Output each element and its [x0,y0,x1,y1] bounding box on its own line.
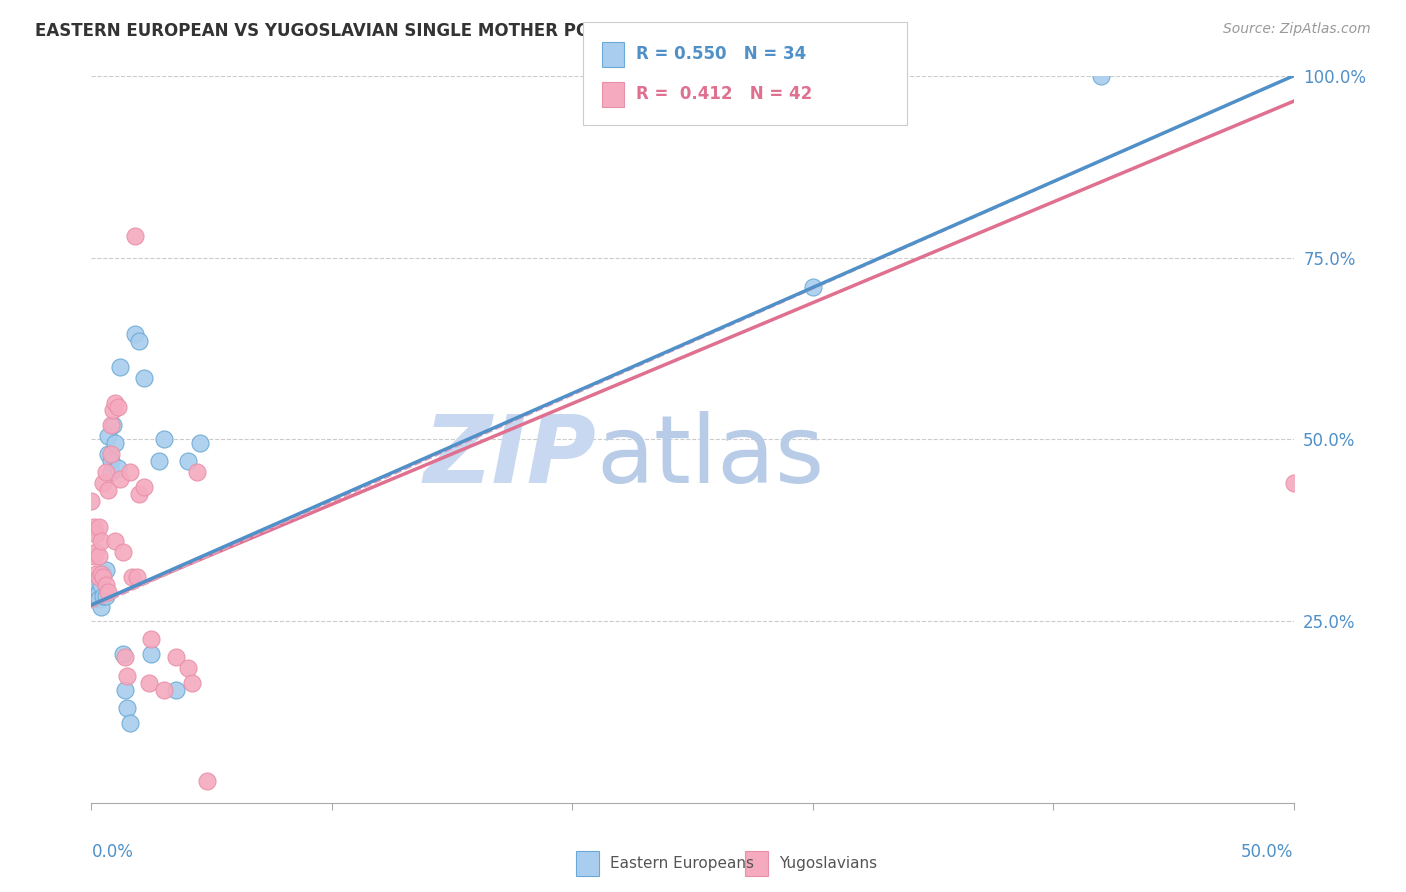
Point [181,676,204,690]
Point [97,483,120,498]
Point [141,647,163,661]
Point [87,585,110,599]
Point [117,668,139,682]
Point [97,447,120,461]
Point [125,570,148,584]
Point [100,417,122,432]
Point [128,334,150,348]
Point [186,465,208,479]
Point [94,589,117,603]
Point [100,447,122,461]
Point [94,465,117,479]
Point [87,570,110,584]
Point [111,647,134,661]
Point [176,454,198,468]
Point [111,545,134,559]
Point [124,326,146,341]
Point [84,526,107,541]
Point [90,566,112,581]
Point [165,650,187,665]
Point [90,599,112,614]
Point [97,585,120,599]
Text: Source: ZipAtlas.com: Source: ZipAtlas.com [1223,22,1371,37]
Point [110,359,132,374]
Point [104,534,127,549]
Point [801,279,824,293]
Point [93,475,115,490]
Text: R =  0.412   N = 42: R = 0.412 N = 42 [636,85,811,103]
Point [101,417,124,432]
Text: Eastern Europeans: Eastern Europeans [610,856,754,871]
Point [101,403,124,417]
Point [94,578,117,592]
Point [138,676,160,690]
Point [104,436,127,450]
Point [114,650,136,665]
Point [87,549,110,563]
Point [93,570,115,584]
Text: atlas: atlas [596,411,824,503]
Point [110,472,132,486]
Point [117,701,139,715]
Point [83,582,105,596]
Point [90,578,112,592]
Text: Yugoslavians: Yugoslavians [779,856,877,871]
Point [83,549,105,563]
Point [84,578,107,592]
Point [100,454,122,468]
Point [83,589,105,603]
Point [195,774,218,789]
Point [1090,69,1112,83]
Point [97,428,120,442]
Text: R = 0.550   N = 34: R = 0.550 N = 34 [636,45,806,62]
Point [118,465,141,479]
Point [114,683,136,698]
Point [141,632,163,647]
Text: ZIP: ZIP [423,411,596,503]
Point [152,433,174,447]
Point [107,461,129,475]
Point [90,534,112,549]
Text: EASTERN EUROPEAN VS YUGOSLAVIAN SINGLE MOTHER POVERTY CORRELATION CHART: EASTERN EUROPEAN VS YUGOSLAVIAN SINGLE M… [35,22,855,40]
Point [188,436,211,450]
Point [121,570,143,584]
Point [118,715,141,730]
Point [84,545,107,559]
Point [165,683,187,698]
Point [124,228,146,243]
Point [176,661,198,675]
Text: 50.0%: 50.0% [1241,843,1294,861]
Point [134,479,156,493]
Point [128,487,150,501]
Point [134,370,156,384]
Point [152,683,174,698]
Point [148,454,170,468]
Point [100,465,122,479]
Text: 0.0%: 0.0% [91,843,134,861]
Point [87,592,110,607]
Point [83,519,105,533]
Point [93,589,115,603]
Point [84,566,107,581]
Point [107,400,129,414]
Point [93,566,115,581]
Point [94,563,117,577]
Point [104,396,127,410]
Point [1282,475,1305,490]
Point [80,494,103,508]
Point [87,519,110,533]
